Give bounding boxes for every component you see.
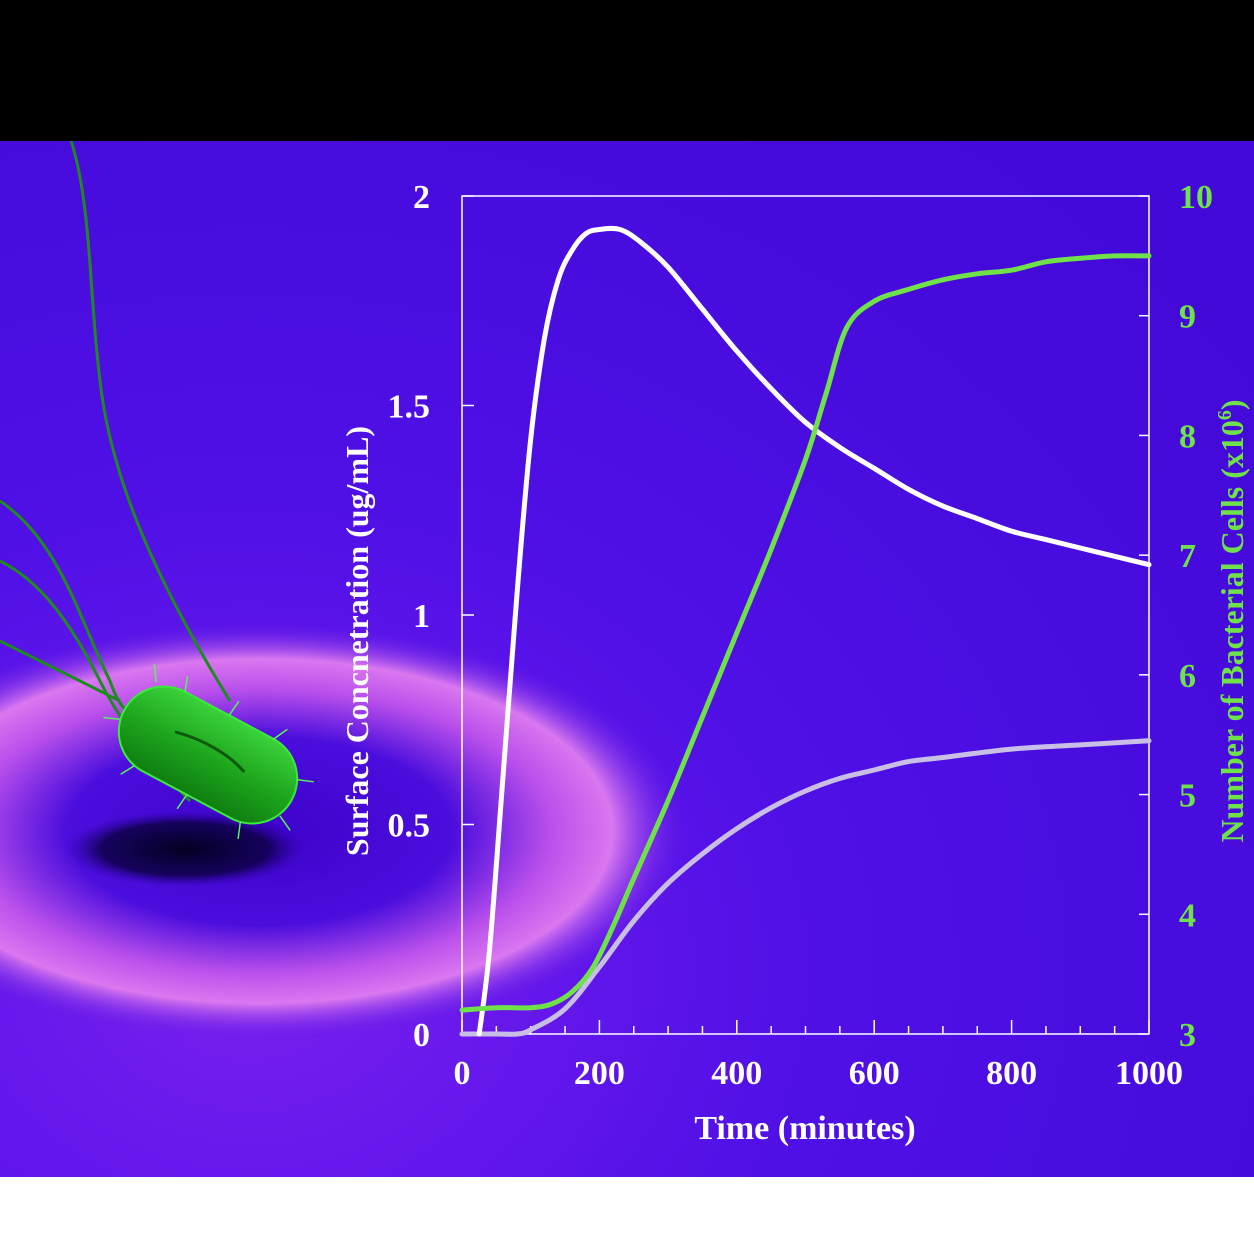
- y2-tick-label: 9: [1179, 299, 1196, 336]
- series-layer: [459, 225, 1152, 1037]
- y2-tick-label: 5: [1179, 778, 1196, 815]
- y2-axis-label: Number of Bacterial Cells (x106): [1214, 399, 1250, 842]
- y-tick-label: 2: [413, 179, 430, 216]
- top-black-band: [0, 0, 1254, 141]
- x-tick-label: 600: [849, 1055, 900, 1092]
- y-axis-ticks: 0 0.5 1 1.5 2: [388, 179, 474, 1054]
- x-tick-label: 0: [454, 1055, 471, 1092]
- y2-axis-label-close: ): [1214, 399, 1250, 410]
- rod-bacterium-icon: [0, 141, 314, 840]
- x-axis-ticks: 0 200 400 600 800 1000: [454, 1020, 1183, 1092]
- x-tick-label: 400: [711, 1055, 762, 1092]
- y2-axis-ticks: 3 4 5 6 7 8 9 10: [1139, 179, 1213, 1054]
- y2-tick-label: 3: [1179, 1017, 1196, 1054]
- x-tick-label: 800: [986, 1055, 1037, 1092]
- series-bacterial-cells: [459, 253, 1152, 1013]
- ring-hole-shadow: [65, 811, 305, 887]
- x-tick-label: 200: [574, 1055, 625, 1092]
- y2-tick-label: 8: [1179, 418, 1196, 455]
- y-tick-label: 1.5: [388, 389, 431, 426]
- x-axis-label: Time (minutes): [694, 1110, 915, 1147]
- figure-panel: 0 200 400 600 800 1000 0 0.5 1 1.5 2 3 4 5 6 7 8 9 10 Ti…: [0, 141, 1254, 1177]
- y2-tick-label: 7: [1179, 538, 1196, 575]
- y-tick-label: 0.5: [388, 808, 431, 845]
- y2-tick-label: 6: [1179, 658, 1196, 695]
- y2-tick-label: 4: [1179, 897, 1196, 934]
- series-surface-concentration-rise: [459, 738, 1152, 1037]
- series-surface-concentration-peak: [476, 225, 1152, 1037]
- y2-axis-label-main: Number of Bacterial Cells (x10: [1214, 420, 1250, 842]
- y-tick-label: 0: [413, 1017, 430, 1054]
- x-tick-label: 1000: [1115, 1055, 1183, 1092]
- line-chart: 0 200 400 600 800 1000 0 0.5 1 1.5 2 3 4 5 6 7 8 9 10 Ti…: [339, 179, 1250, 1147]
- y-tick-label: 1: [413, 598, 430, 635]
- y-axis-label: Surface Concnetration (ug/mL): [339, 426, 375, 856]
- bottom-white-band: [0, 1177, 1254, 1254]
- y2-axis-label-superscript: 6: [1214, 410, 1236, 420]
- y2-tick-label: 10: [1179, 179, 1213, 216]
